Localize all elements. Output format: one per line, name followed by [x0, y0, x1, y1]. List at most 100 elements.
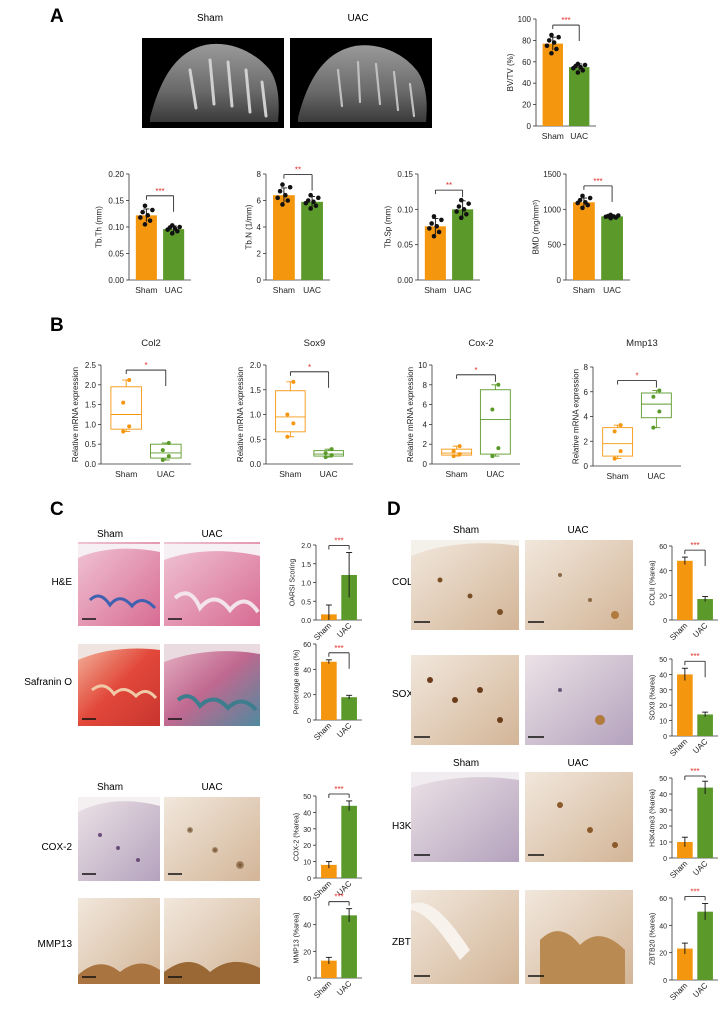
sig-marker: ***	[690, 652, 699, 661]
sig-marker: ***	[334, 644, 343, 653]
data-point	[582, 62, 588, 68]
data-point	[169, 231, 175, 236]
data-point	[466, 201, 471, 206]
y-tick-label: 20	[303, 843, 311, 850]
y-tick-label: 2	[423, 440, 428, 449]
y-tick-label: 1.5	[301, 562, 311, 569]
data-point	[618, 449, 623, 454]
data-point	[575, 61, 581, 67]
chart-sox9ihc: 0 10 20 30 40 50 SOX9 (%area) Sham UAC ***	[649, 652, 718, 758]
y-tick-label: 40	[659, 792, 667, 799]
data-point	[285, 198, 291, 203]
ihc-zbtb20-uac	[525, 890, 633, 984]
y-axis-label: OARSI Scoring	[289, 559, 296, 607]
y-tick-label: 1.0	[301, 581, 311, 588]
y-tick-label: 0	[557, 276, 562, 285]
y-tick-label: 1000	[543, 205, 561, 214]
data-point	[587, 195, 593, 201]
y-tick-label: 40	[303, 667, 311, 674]
y-tick-label: 0.05	[108, 250, 124, 259]
c-col-sham-2: Sham	[97, 782, 123, 793]
data-point	[138, 215, 143, 220]
sig-marker: ***	[155, 187, 164, 196]
bar-uac	[341, 805, 357, 878]
y-tick-label: 20	[659, 951, 667, 958]
histology-he-sham	[78, 542, 160, 626]
data-point	[439, 217, 444, 223]
x-tick-label: UAC	[691, 737, 709, 755]
y-tick-label: 30	[659, 688, 667, 695]
data-point	[145, 213, 151, 218]
x-tick-label: Sham	[668, 981, 689, 1002]
y-tick-label: 6	[423, 401, 428, 410]
d-row-zbtb20: ZBTB20	[392, 937, 429, 948]
d-row-colii: COLII	[392, 577, 418, 588]
bar-uac	[601, 216, 623, 280]
bar-sham	[273, 195, 295, 280]
chart-title: Col2	[141, 338, 161, 349]
c-col-sham: Sham	[97, 529, 123, 540]
y-tick-label: 0.20	[108, 170, 124, 179]
data-point	[554, 46, 559, 52]
ihc-h3k4me3-sham	[411, 772, 519, 862]
y-tick-label: 10	[418, 361, 427, 370]
y-tick-label: 50	[659, 776, 667, 783]
data-point	[618, 423, 623, 428]
d-col-uac-2: UAC	[567, 758, 588, 769]
y-tick-label: 4	[257, 223, 262, 232]
sig-marker: **	[295, 166, 301, 175]
data-point	[166, 441, 171, 446]
data-point	[464, 211, 469, 217]
x-tick-label: UAC	[691, 981, 709, 999]
panel-label-a: A	[50, 6, 64, 27]
data-point	[434, 223, 440, 229]
y-tick-label: 2.5	[85, 361, 97, 370]
x-tick-label: Sham	[668, 621, 689, 642]
chart-col2: 0.0 0.5 1.0 1.5 2.0 2.5 Relative mRNA expressi…	[71, 338, 191, 479]
ihc-zbtb20-sham	[411, 890, 519, 984]
d-row-sox9: SOX9	[392, 689, 419, 700]
data-point	[329, 447, 334, 452]
y-tick-label: 1.0	[250, 411, 262, 420]
box-uac	[479, 389, 511, 455]
bar-sham	[321, 960, 337, 978]
d-col-sham: Sham	[453, 525, 479, 536]
data-point	[127, 378, 132, 383]
panel-label-c: C	[50, 499, 64, 520]
sig-marker: ***	[690, 887, 699, 896]
x-tick-label: UAC	[691, 859, 709, 877]
y-tick-label: 0.0	[301, 618, 311, 625]
y-tick-label: 2.0	[250, 361, 262, 370]
y-tick-label: 50	[659, 657, 667, 664]
y-tick-label: 40	[659, 672, 667, 679]
y-tick-label: 4	[584, 413, 589, 422]
x-tick-label: Sham	[446, 469, 468, 479]
y-tick-label: 2.0	[301, 543, 311, 550]
data-point	[490, 454, 495, 459]
bar-sham	[677, 948, 693, 980]
chart-oarsi: 0.0 0.5 1.0 1.5 2.0 OARSI Scoring Sham UAC ***	[289, 537, 362, 642]
data-point	[308, 206, 313, 211]
y-tick-label: 1.0	[85, 420, 97, 429]
x-tick-label: UAC	[486, 469, 504, 479]
data-point	[160, 458, 165, 463]
panel-label-b: B	[50, 315, 64, 336]
y-tick-label: 30	[659, 808, 667, 815]
data-point	[427, 226, 432, 231]
data-point	[454, 209, 459, 214]
histology-mmp13-uac	[164, 898, 260, 984]
scale-bars	[82, 618, 544, 978]
x-tick-label: Sham	[312, 879, 333, 900]
c-row-he: H&E	[51, 577, 72, 588]
c-row-safranin: Safranin O	[24, 677, 72, 688]
box-uac	[150, 443, 182, 459]
y-tick-label: 100	[518, 15, 532, 24]
x-tick-label: UAC	[320, 469, 338, 479]
y-tick-label: 0	[663, 618, 667, 625]
data-point	[121, 429, 126, 434]
data-point	[177, 224, 182, 230]
y-tick-label: 500	[548, 241, 562, 250]
x-tick-label: Sham	[573, 285, 595, 295]
box-uac	[640, 392, 672, 419]
